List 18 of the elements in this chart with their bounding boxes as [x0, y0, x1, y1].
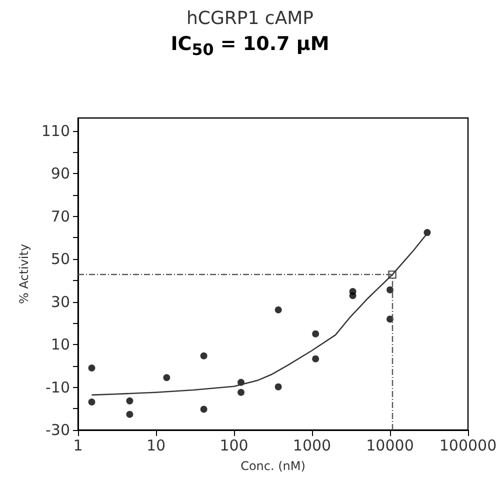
y-tick-label: 90: [50, 164, 70, 183]
x-tick-label: 10: [146, 436, 166, 454]
y-tick-label: 110: [41, 122, 70, 140]
x-tick-label: 10000: [366, 436, 414, 454]
y-tick-label: 30: [50, 292, 70, 311]
y-tick-label: -30: [46, 421, 70, 439]
x-axis-title: Conc. (nM): [240, 459, 306, 473]
chart-subtitle: IC$_{50}$ = 10.7 µM: [170, 33, 330, 59]
y-tick-label: 70: [50, 207, 70, 226]
x-tick-label: 100000: [439, 436, 497, 454]
y-tick-label: 50: [50, 250, 70, 268]
y-axis-title: % Activity: [17, 244, 31, 304]
y-tick-label: -10: [46, 378, 70, 396]
y-tick-label: 10: [50, 336, 70, 354]
x-tick-label: 1: [73, 436, 83, 454]
x-tick-label: 100: [220, 436, 248, 454]
x-tick-label: 1000: [292, 436, 332, 454]
chart-title: hCGRP1 cAMP: [185, 8, 315, 29]
